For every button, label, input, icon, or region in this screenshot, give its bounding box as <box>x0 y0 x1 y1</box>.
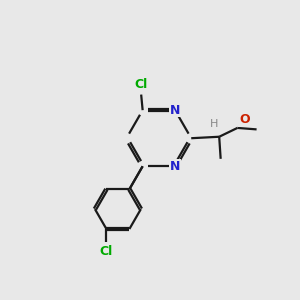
Text: Cl: Cl <box>100 245 113 258</box>
Text: N: N <box>170 160 180 173</box>
Text: N: N <box>170 104 180 117</box>
Text: Cl: Cl <box>134 78 148 91</box>
Text: O: O <box>239 113 250 126</box>
Text: H: H <box>210 118 218 128</box>
